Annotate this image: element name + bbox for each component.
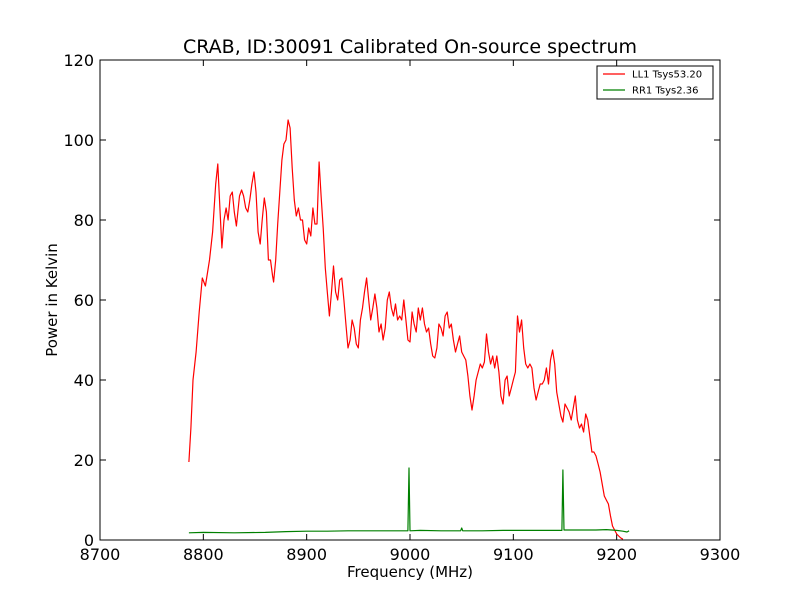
x-tick-label: 9300 xyxy=(700,545,741,564)
series-layer xyxy=(188,119,630,540)
series-line-rr1 xyxy=(188,467,630,534)
x-tick-label: 9100 xyxy=(493,545,534,564)
x-tick-label: 8700 xyxy=(80,545,121,564)
x-tick-label: 8900 xyxy=(286,545,327,564)
legend: LL1 Tsys53.20 RR1 Tsys2.36 xyxy=(596,65,714,100)
x-tick-label: 9000 xyxy=(390,545,431,564)
x-tick-label: 9200 xyxy=(596,545,637,564)
series-line-ll1 xyxy=(188,119,624,540)
y-tick-label: 60 xyxy=(74,291,94,310)
x-tick-label: 8800 xyxy=(183,545,224,564)
y-tick-label: 120 xyxy=(63,51,94,70)
y-tick-label: 80 xyxy=(74,211,94,230)
y-tick-label: 40 xyxy=(74,371,94,390)
chart-title: CRAB, ID:30091 Calibrated On-source spec… xyxy=(183,36,637,58)
y-tick-label: 0 xyxy=(84,531,94,550)
y-axis-label: Power in Kelvin xyxy=(43,243,61,357)
legend-label-rr1: RR1 Tsys2.36 xyxy=(632,86,699,97)
legend-box xyxy=(596,65,714,100)
plot-frame xyxy=(99,59,721,541)
y-tick-label: 100 xyxy=(63,131,94,150)
axis-ticks: 8700 8800 8900 9000 9100 9200 9300 0 20 40 60 80 100… xyxy=(63,51,740,564)
y-tick-label: 20 xyxy=(74,451,94,470)
legend-label-ll1: LL1 Tsys53.20 xyxy=(632,70,702,81)
x-axis-label: Frequency (MHz) xyxy=(347,563,473,581)
